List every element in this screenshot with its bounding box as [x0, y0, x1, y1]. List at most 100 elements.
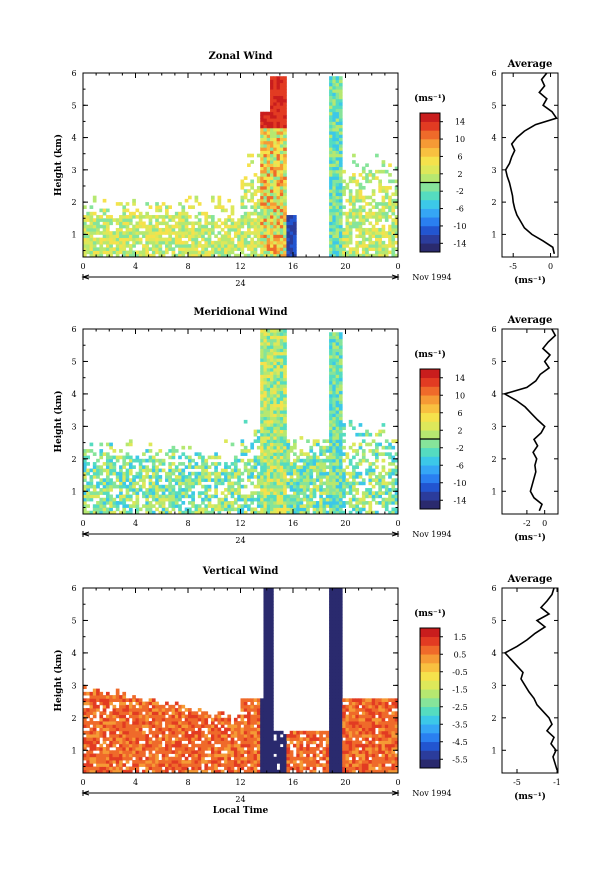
heatmap-cell: [181, 211, 186, 216]
heatmap-cell: [135, 724, 140, 728]
heatmap-cell: [148, 766, 153, 771]
heatmap-cell: [188, 481, 192, 486]
heatmap-cell: [302, 507, 307, 512]
heatmap-cell: [194, 730, 199, 735]
heatmap-cell: [329, 351, 333, 356]
heatmap-cell: [263, 507, 268, 512]
heatmap-cell: [256, 221, 261, 226]
heatmap-cell: [260, 708, 264, 712]
heatmap-cell: [273, 198, 277, 203]
heatmap-cell: [184, 756, 189, 761]
heatmap-cell: [335, 462, 340, 466]
heatmap-cell: [191, 240, 195, 245]
heatmap-cell: [276, 202, 281, 206]
heatmap-cell: [250, 747, 255, 751]
heatmap-cell: [279, 82, 284, 87]
heatmap-cell: [161, 468, 166, 473]
heatmap-cell: [188, 462, 192, 466]
heatmap-cell: [135, 475, 140, 479]
heatmap-cell: [365, 501, 369, 505]
heatmap-cell: [86, 449, 90, 453]
heatmap-cell: [306, 462, 310, 466]
heatmap-cell: [266, 179, 271, 184]
heatmap-cell: [338, 413, 343, 418]
heatmap-cell: [384, 211, 389, 216]
heatmap-cell: [256, 740, 261, 745]
heatmap-cell: [247, 756, 251, 761]
heatmap-cell: [155, 458, 159, 463]
heatmap-cell: [148, 224, 153, 229]
heatmap-cell: [260, 118, 264, 122]
heatmap-cell: [210, 724, 215, 728]
heatmap-cell: [86, 721, 90, 725]
heatmap-cell: [99, 224, 104, 229]
heatmap-cell: [352, 247, 356, 251]
heatmap-cell: [283, 345, 287, 349]
heatmap-cell: [201, 510, 205, 515]
heatmap-cell: [309, 458, 314, 463]
heatmap-cell: [210, 218, 215, 222]
heatmap-cell: [263, 630, 268, 634]
heatmap-cell: [286, 449, 291, 453]
heatmap-cell: [342, 491, 346, 495]
heatmap-cell: [335, 351, 340, 356]
heatmap-cell: [266, 462, 271, 466]
heatmap-cell: [283, 358, 287, 362]
heatmap-cell: [194, 737, 199, 741]
heatmap-cell: [276, 105, 281, 109]
heatmap-cell: [197, 471, 202, 476]
heatmap-cell: [338, 95, 343, 100]
heatmap-cell: [335, 419, 340, 424]
heatmap-cell: [270, 240, 274, 245]
heatmap-cell: [197, 253, 202, 258]
heatmap-cell: [243, 215, 248, 219]
heatmap-cell: [279, 124, 284, 129]
heatmap-cell: [332, 358, 337, 362]
heatmap-cell: [388, 462, 392, 466]
heatmap-cell: [250, 211, 255, 216]
heatmap-cell: [276, 377, 281, 382]
heatmap-cell: [273, 458, 277, 463]
heatmap-cell: [115, 740, 120, 745]
heatmap-cell: [368, 237, 373, 242]
heatmap-cell: [335, 134, 340, 138]
heatmap-cell: [227, 740, 232, 745]
colorbar-swatch: [420, 377, 440, 387]
heatmap-cell: [329, 105, 333, 109]
heatmap-cell: [332, 471, 337, 476]
heatmap-cell: [158, 253, 163, 258]
heatmap-cell: [92, 701, 97, 706]
heatmap-cell: [329, 124, 333, 129]
heatmap-cell: [388, 234, 392, 239]
heatmap-cell: [109, 717, 113, 722]
heatmap-cell: [276, 497, 281, 502]
heatmap-cell: [165, 760, 169, 764]
heatmap-cell: [335, 439, 340, 443]
heatmap-cell: [171, 452, 176, 456]
heatmap-cell: [263, 150, 268, 155]
heatmap-cell: [270, 462, 274, 466]
heatmap-cell: [99, 756, 104, 761]
heatmap-cell: [184, 734, 189, 738]
heatmap-cell: [178, 240, 182, 245]
heatmap-cell: [224, 488, 228, 492]
heatmap-cell: [315, 510, 320, 515]
heatmap-cell: [338, 89, 343, 93]
heatmap-cell: [335, 156, 340, 161]
heatmap-cell: [296, 497, 300, 502]
heatmap-cell: [283, 179, 287, 184]
heatmap-cell: [105, 695, 110, 699]
heatmap-cell: [309, 468, 314, 473]
heatmap-cell: [335, 176, 340, 180]
heatmap-cell: [335, 166, 340, 171]
heatmap-cell: [332, 462, 337, 466]
heatmap-cell: [329, 131, 333, 135]
heatmap-cell: [148, 221, 153, 226]
heatmap-cell: [220, 468, 225, 473]
heatmap-cell: [161, 763, 166, 767]
heatmap-cell: [365, 471, 369, 476]
heatmap-cell: [207, 747, 212, 751]
heatmap-cell: [270, 247, 274, 251]
heatmap-cell: [279, 185, 284, 190]
heatmap-cell: [329, 468, 333, 473]
